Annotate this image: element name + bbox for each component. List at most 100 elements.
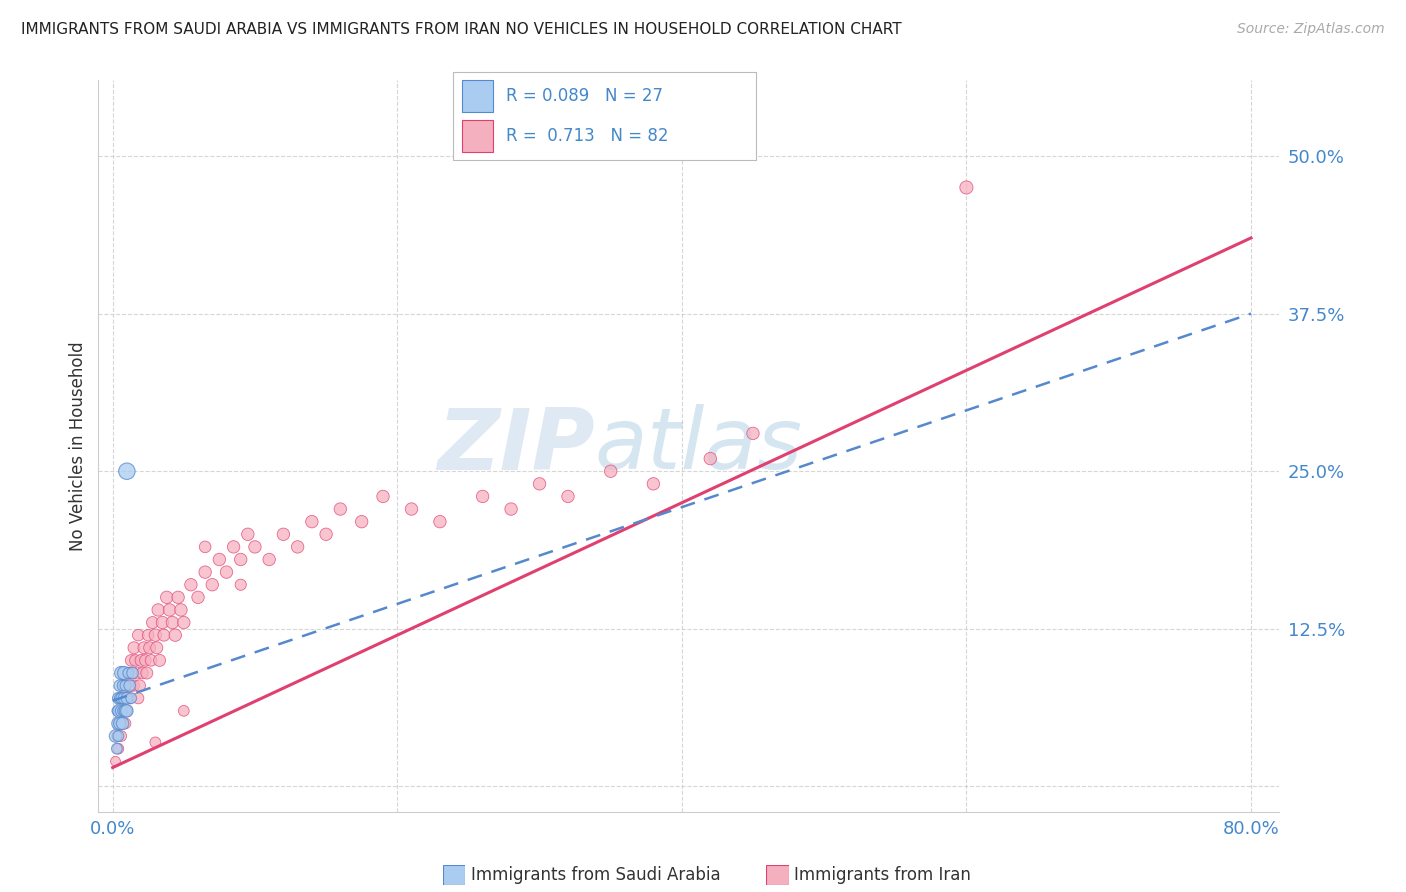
Point [371,490,394,504]
Point [499,502,522,516]
Point [111,704,134,718]
Point [229,578,252,592]
Point [257,552,280,566]
Point [955,180,977,194]
Point [111,679,134,693]
Bar [463,80,494,112]
Point [127,628,149,642]
Point [115,691,138,706]
Point [471,490,494,504]
Point [529,476,551,491]
Point [110,691,132,706]
Bar [463,120,494,152]
Y-axis label: No Vehicles in Household: No Vehicles in Household [69,341,87,551]
Point [108,704,131,718]
Point [138,640,160,655]
Point [222,540,245,554]
Point [167,591,190,605]
Point [114,716,136,731]
Point [114,679,136,693]
Point [165,628,187,642]
Point [115,704,138,718]
Point [152,615,174,630]
Point [301,515,323,529]
Point [180,578,202,592]
Point [194,540,217,554]
Point [145,640,167,655]
Point [139,653,162,667]
Text: Immigrants from Iran: Immigrants from Iran [794,866,972,884]
Point [127,691,149,706]
FancyBboxPatch shape [453,72,756,160]
Text: Immigrants from Saudi Arabia: Immigrants from Saudi Arabia [471,866,721,884]
Point [107,741,129,756]
Point [111,716,134,731]
Point [742,426,765,441]
Point [110,704,132,718]
Point [148,603,170,617]
Point [173,704,195,718]
Point [194,565,217,579]
Point [229,552,252,566]
Point [599,464,621,478]
Point [108,716,131,731]
Point [110,691,132,706]
Point [120,653,142,667]
Text: ZIP: ZIP [437,404,595,488]
Point [122,640,145,655]
Text: IMMIGRANTS FROM SAUDI ARABIA VS IMMIGRANTS FROM IRAN NO VEHICLES IN HOUSEHOLD CO: IMMIGRANTS FROM SAUDI ARABIA VS IMMIGRAN… [21,22,901,37]
Point [117,665,139,680]
Point [162,615,184,630]
Point [120,679,142,693]
Point [429,515,451,529]
Point [110,665,132,680]
Point [125,665,148,680]
Point [643,476,665,491]
Point [143,628,166,642]
Point [128,679,150,693]
Point [108,704,131,718]
Point [132,640,155,655]
Point [173,615,195,630]
Point [115,679,138,693]
Point [107,716,129,731]
Point [122,679,145,693]
Point [329,502,352,516]
Text: Source: ZipAtlas.com: Source: ZipAtlas.com [1237,22,1385,37]
Point [159,603,181,617]
Point [287,540,309,554]
Point [120,691,142,706]
Point [236,527,259,541]
Point [108,679,131,693]
Point [201,578,224,592]
Point [149,653,172,667]
Point [111,716,134,731]
Point [114,704,136,718]
Point [153,628,176,642]
Point [243,540,266,554]
Point [112,691,135,706]
Point [105,704,128,718]
Point [107,729,129,743]
Point [121,665,143,680]
Point [112,665,135,680]
Point [112,704,135,718]
Point [107,691,129,706]
Point [143,735,166,749]
Point [115,704,138,718]
Point [557,490,579,504]
Point [401,502,423,516]
Point [114,691,136,706]
Point [121,665,143,680]
Point [117,665,139,680]
Point [131,665,153,680]
Point [111,679,134,693]
Point [273,527,295,541]
Point [135,665,157,680]
Point [141,615,163,630]
Point [118,679,141,693]
Point [156,591,179,605]
Point [699,451,721,466]
Point [315,527,337,541]
Point [208,552,231,566]
